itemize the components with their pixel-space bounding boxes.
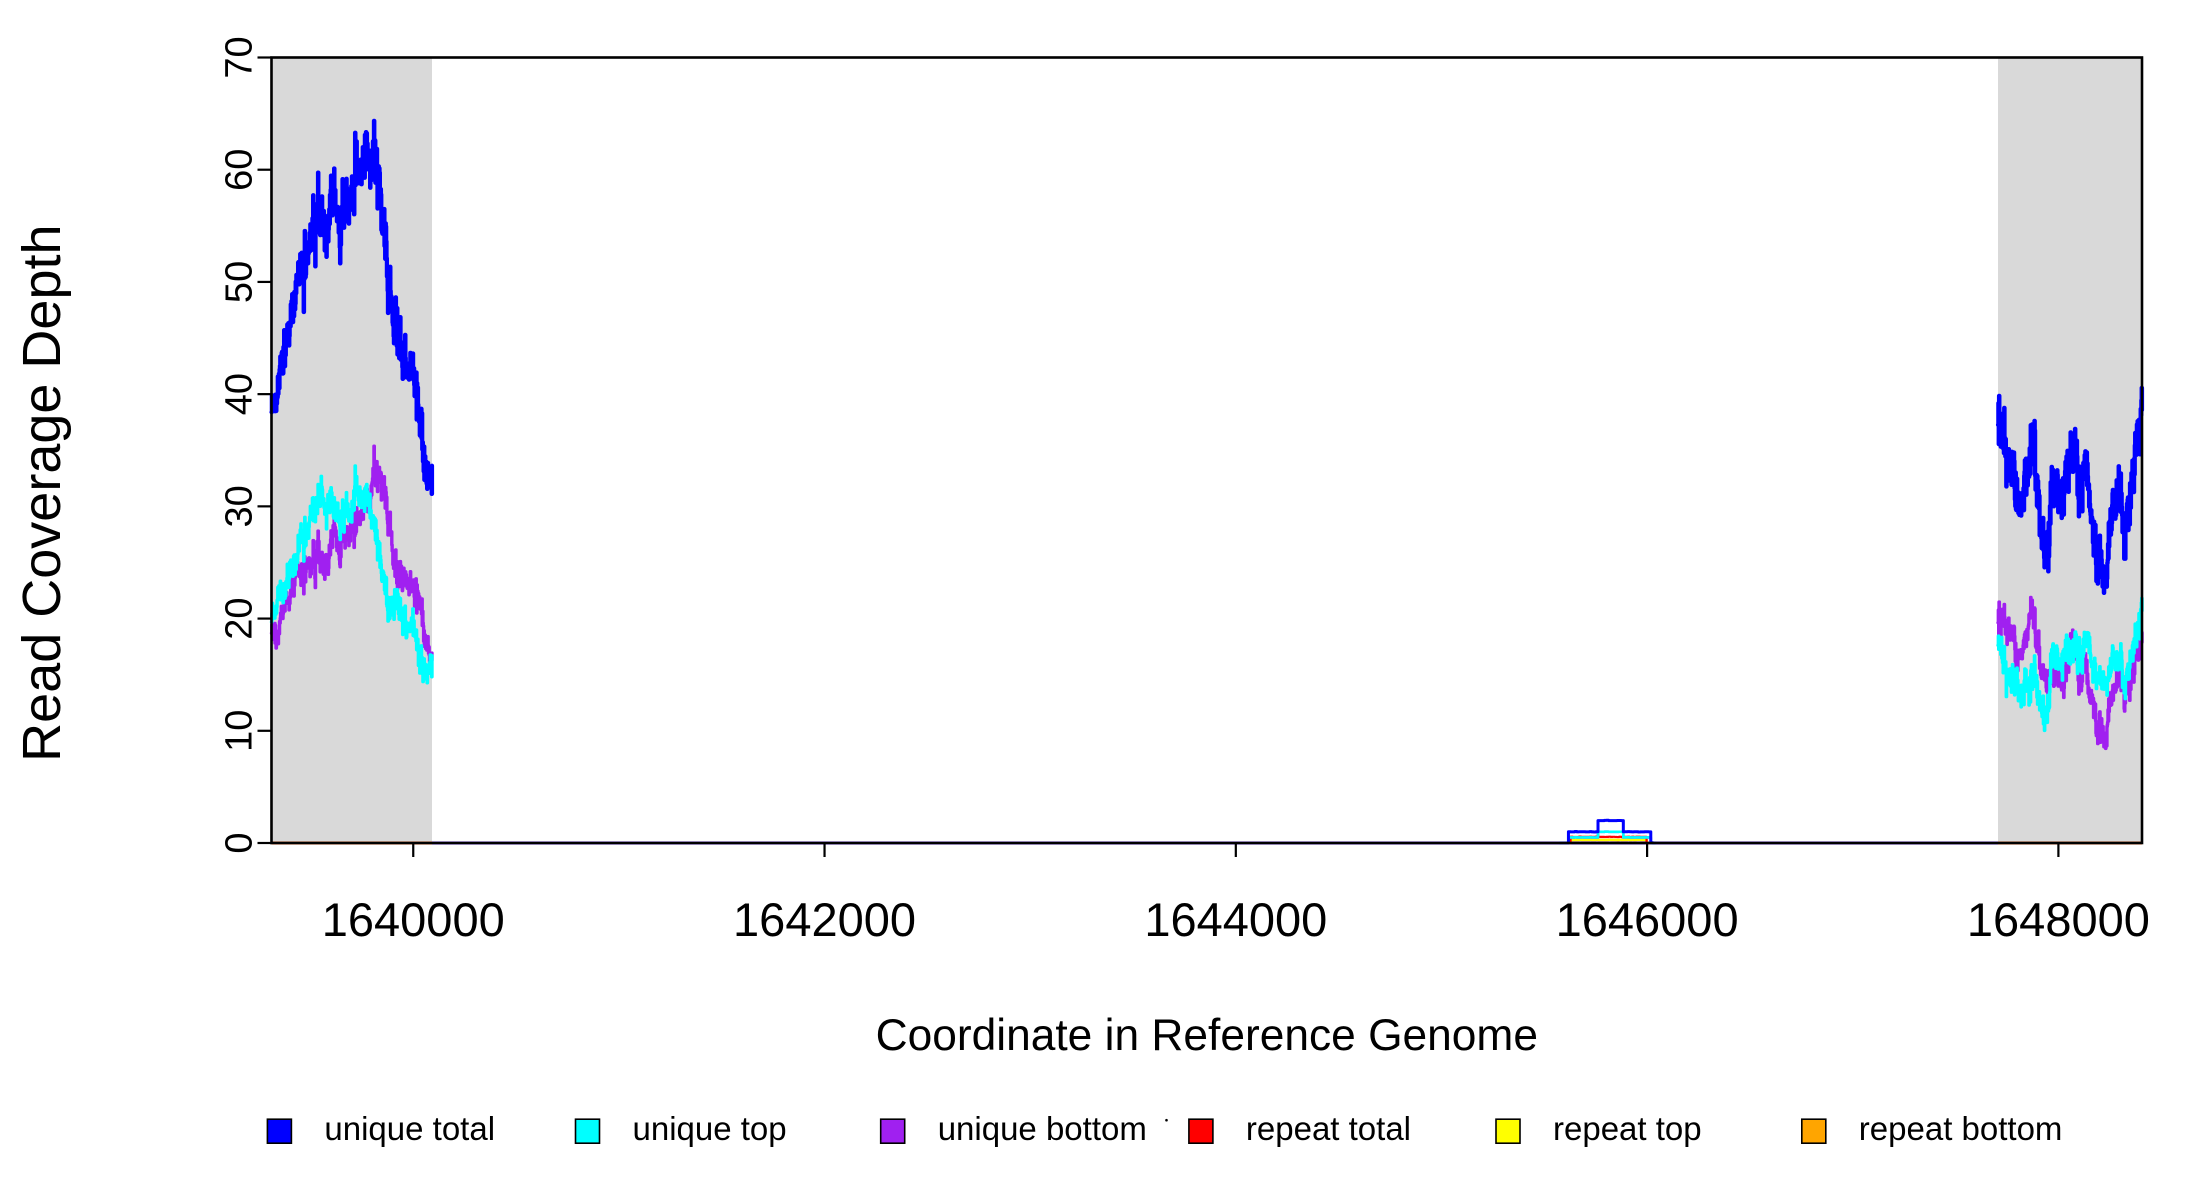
svg-text:repeat total: repeat total bbox=[1246, 1110, 1411, 1147]
svg-text:unique top: unique top bbox=[633, 1110, 787, 1147]
svg-text:repeat top: repeat top bbox=[1553, 1110, 1702, 1147]
svg-text:1646000: 1646000 bbox=[1556, 893, 1739, 946]
svg-text:10: 10 bbox=[219, 710, 261, 752]
svg-text:unique total: unique total bbox=[324, 1110, 495, 1147]
svg-text:0: 0 bbox=[219, 832, 261, 853]
svg-text:50: 50 bbox=[219, 261, 261, 303]
svg-text:60: 60 bbox=[219, 149, 261, 191]
svg-text:Coordinate in Reference Genome: Coordinate in Reference Genome bbox=[876, 1011, 1538, 1060]
svg-text:1642000: 1642000 bbox=[733, 893, 916, 946]
svg-text:40: 40 bbox=[219, 373, 261, 415]
svg-text:70: 70 bbox=[219, 36, 261, 78]
svg-text:repeat bottom: repeat bottom bbox=[1859, 1110, 2063, 1147]
svg-text:30: 30 bbox=[219, 485, 261, 527]
svg-text:20: 20 bbox=[219, 597, 261, 639]
svg-text:Read Coverage Depth: Read Coverage Depth bbox=[12, 224, 72, 761]
svg-text:1648000: 1648000 bbox=[1967, 893, 2150, 946]
svg-text:unique bottom: unique bottom bbox=[938, 1110, 1147, 1147]
svg-text:1640000: 1640000 bbox=[322, 893, 505, 946]
svg-text:1644000: 1644000 bbox=[1144, 893, 1327, 946]
